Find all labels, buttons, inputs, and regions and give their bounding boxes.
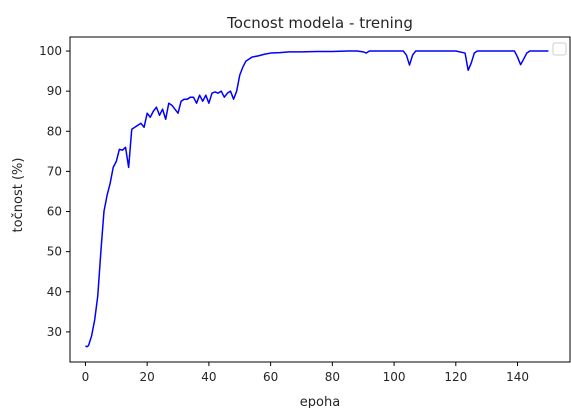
chart-title: Tocnost modela - trening — [226, 14, 413, 32]
y-tick-label: 90 — [47, 84, 62, 98]
x-tick-label: 40 — [201, 370, 216, 384]
plot-frame — [69, 36, 571, 363]
accuracy-line — [85, 50, 549, 348]
y-tick-label: 50 — [47, 245, 62, 259]
x-tick-label: 80 — [325, 370, 340, 384]
y-tick-label: 30 — [47, 325, 62, 339]
x-tick-label: 0 — [82, 370, 90, 384]
x-tick-label: 100 — [383, 370, 406, 384]
y-tick-label: 60 — [47, 205, 62, 219]
y-tick-label: 40 — [47, 285, 62, 299]
y-tick-label: 100 — [39, 44, 62, 58]
legend-box — [552, 42, 567, 56]
x-tick-label: 60 — [263, 370, 278, 384]
x-axis-label: epoha — [300, 395, 340, 408]
y-tick-label: 70 — [47, 164, 62, 178]
x-tick-label: 120 — [444, 370, 467, 384]
y-axis-label: točnost (%) — [11, 158, 26, 233]
y-tick-label: 80 — [47, 124, 62, 138]
x-tick-label: 140 — [506, 370, 529, 384]
x-tick-label: 20 — [140, 370, 155, 384]
